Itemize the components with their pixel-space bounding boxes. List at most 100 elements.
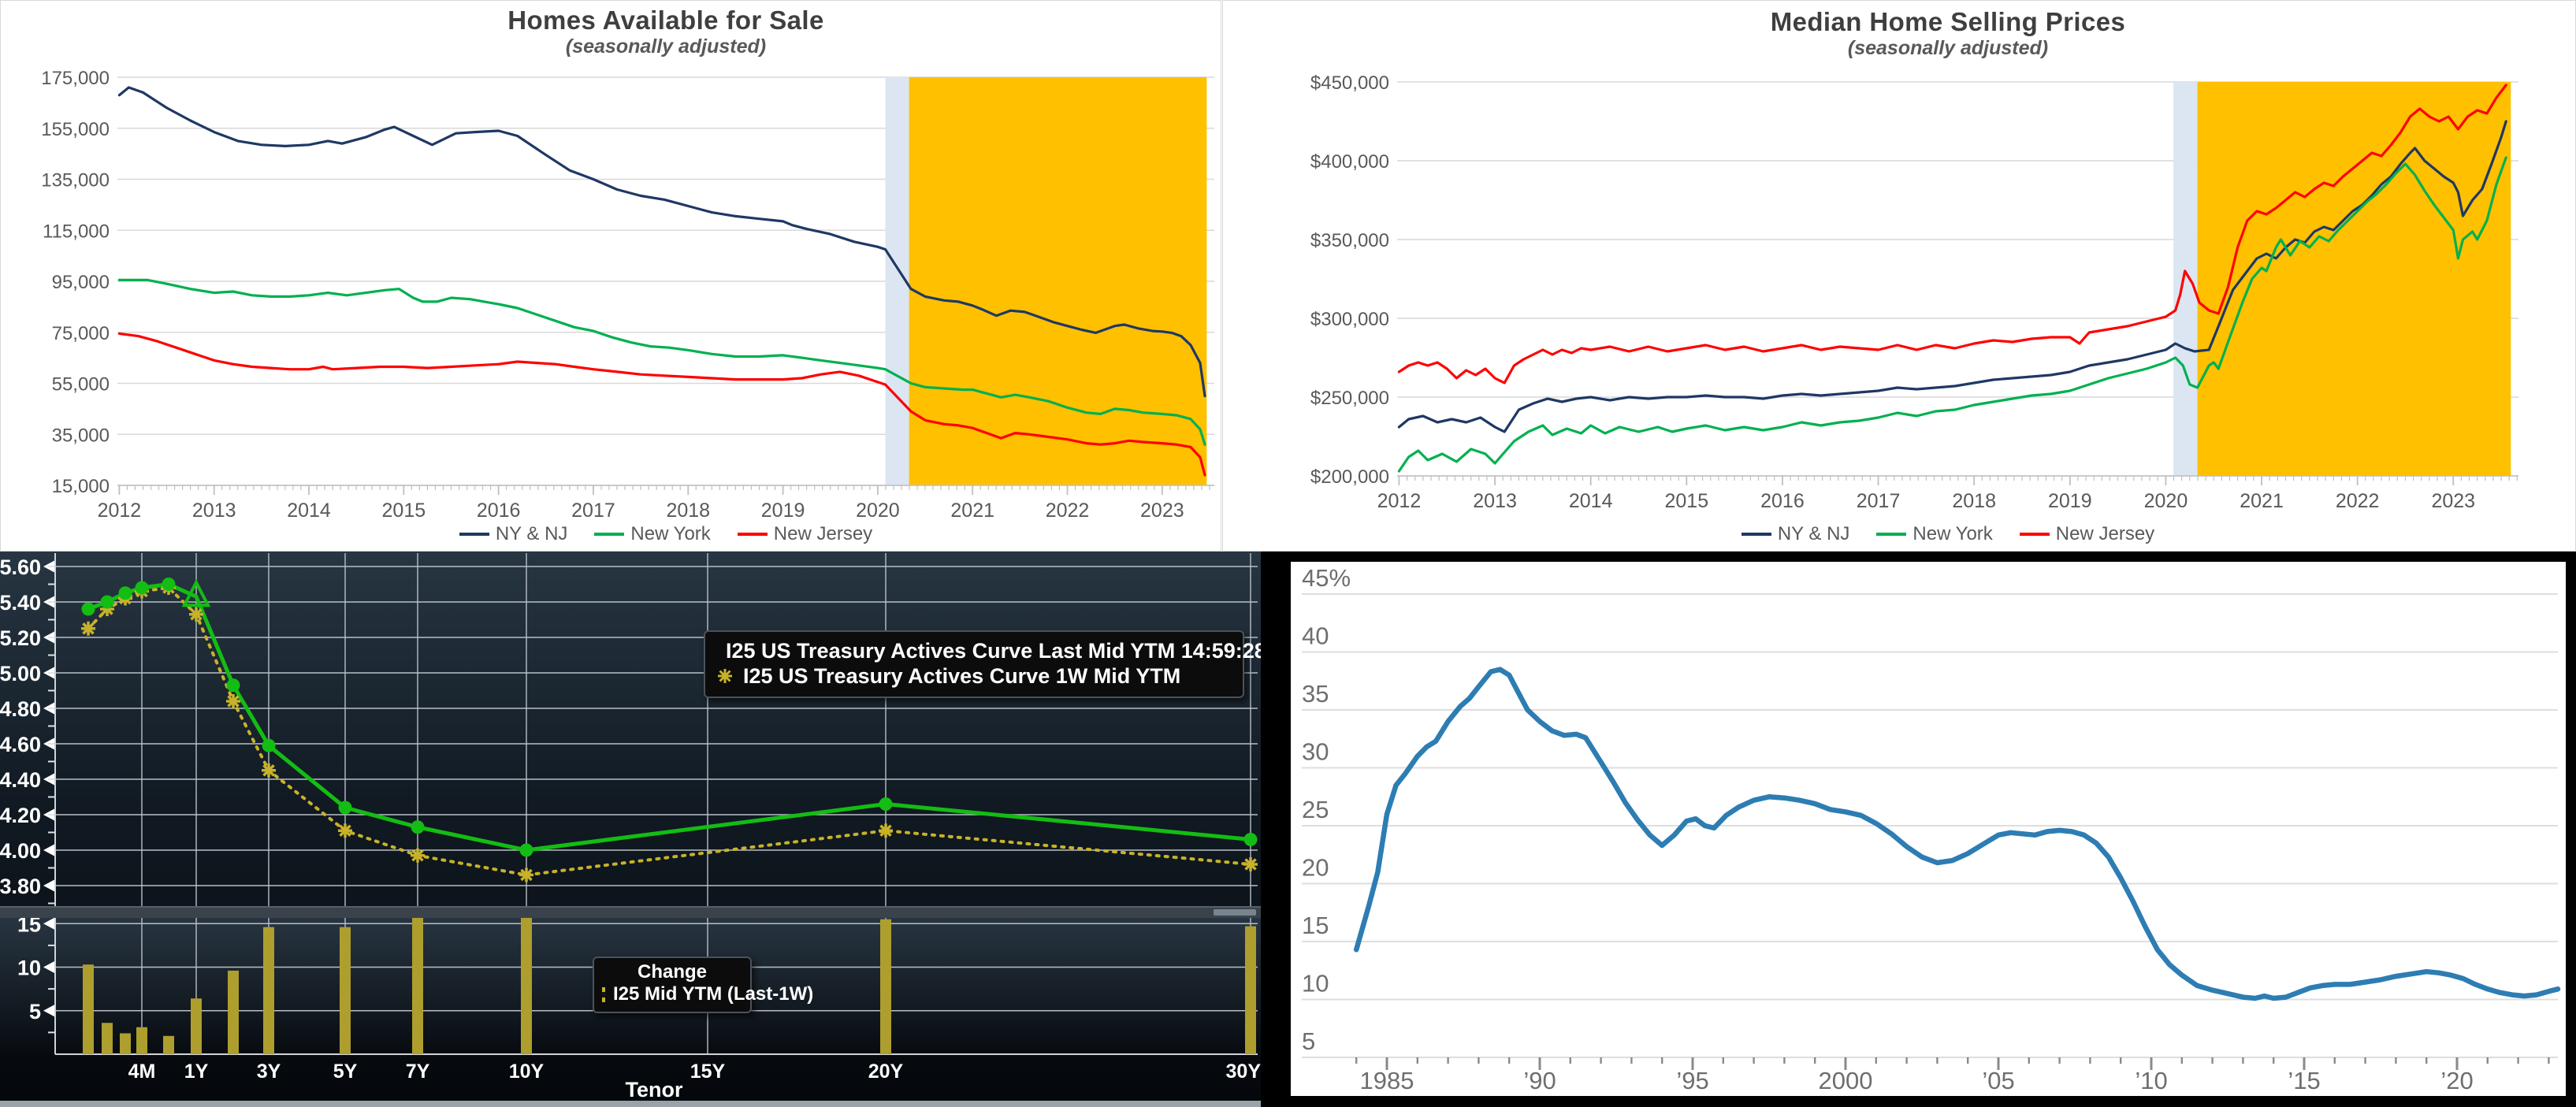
yield-tick-label: 4.00 <box>0 839 41 863</box>
homes-chart-plot: 2012 2013 2014 2015 2016 2017 2018 2019 2020 2021… <box>41 68 1214 522</box>
recession-band <box>2173 82 2198 476</box>
series-new-york <box>1397 156 2507 473</box>
y-tick-label: $250,000 <box>1310 388 1389 409</box>
yield-tick-label: 5.40 <box>0 591 41 615</box>
legend-line-swatch <box>459 533 489 536</box>
tenor-label: 3Y <box>257 1061 281 1083</box>
yield-tick-label: 4.40 <box>0 768 41 792</box>
series-last-mid-ytm <box>87 582 1251 853</box>
asterisk-marker <box>411 848 425 863</box>
x-tick-label: 2016 <box>477 500 521 522</box>
homes_available-graphics: 2012 2013 2014 2015 2016 2017 2018 2019 2020 2021… <box>41 68 1214 522</box>
change-bar-2M <box>102 1023 113 1054</box>
prices-chart-plot: 2012 2013 2014 2015 2016 2017 2018 2019 2020 2021… <box>1310 72 2518 512</box>
change-bar-3M <box>120 1033 131 1054</box>
y-tick-label: 115,000 <box>43 221 110 242</box>
circle-marker <box>879 797 893 811</box>
x-tick-label: 2018 <box>1952 490 1996 512</box>
yield-tick-label: 3.80 <box>0 875 41 898</box>
change-legend-title: Change <box>637 961 707 983</box>
tenor-label: 20Y <box>868 1061 904 1083</box>
legend-item-ny-nj: NY & NJ <box>1741 523 1850 545</box>
circle-marker <box>100 595 114 609</box>
legend-label: NY & NJ <box>1777 523 1850 544</box>
change-bar-2Y <box>228 970 239 1054</box>
treasury-curve-legend: I25 US Treasury Actives Curve Last Mid Y… <box>704 630 1266 698</box>
x-tick-label: 1985 <box>1360 1067 1414 1094</box>
highlight-band <box>909 77 1207 485</box>
change-legend-label: I25 Mid YTM (Last-1W) <box>613 983 814 1005</box>
circle-marker <box>226 678 240 693</box>
series-share <box>1353 667 2561 1001</box>
y-tick-label: 155,000 <box>41 119 110 140</box>
y-tick-label: $350,000 <box>1310 230 1389 251</box>
circle-marker <box>338 801 352 815</box>
yield-tick-label: 5.00 <box>0 662 41 685</box>
tenor-axis-label: Tenor <box>625 1078 683 1101</box>
legend-label: NY & NJ <box>495 523 568 544</box>
x-tick-label: 2019 <box>761 500 805 522</box>
prices-chart-title: Median Home Selling Prices <box>1770 7 2126 36</box>
circle-marker <box>118 586 132 600</box>
series-ny-nj <box>1397 120 2507 433</box>
x-tick-label: 2017 <box>571 500 615 522</box>
homes-chart-legend: NY & NJ New York New Jersey <box>117 523 1214 545</box>
change-bar-30Y <box>1245 926 1256 1054</box>
x-tick-label: 2021 <box>2240 490 2284 512</box>
x-tick-label: 2016 <box>1760 490 1805 512</box>
legend-item-new-jersey: New Jersey <box>737 523 872 545</box>
tenor-label: 7Y <box>406 1061 430 1083</box>
yield-tick-label: 4.80 <box>0 697 41 721</box>
change-bar-4M <box>136 1027 147 1054</box>
axis-arrow <box>43 879 55 892</box>
legend-row-week: I25 US Treasury Actives Curve 1W Mid YTM <box>716 663 1229 689</box>
legend-line-swatch <box>737 533 768 536</box>
highlight-band <box>2197 82 2511 476</box>
asterisk-marker <box>519 867 533 882</box>
change-bar-6M <box>163 1035 174 1054</box>
asterisk-marker <box>1243 857 1258 871</box>
dashed-box-icon <box>602 986 605 1002</box>
circle-marker <box>519 843 533 857</box>
axis-arrow <box>43 844 55 856</box>
x-tick-label: ’10 <box>2135 1067 2167 1094</box>
homes-available-chart-panel: Homes Available for Sale (seasonally adj… <box>0 0 1221 552</box>
series-new-york <box>117 278 1206 446</box>
circle-marker <box>135 581 149 595</box>
legend-week-label: I25 US Treasury Actives Curve 1W Mid YTM <box>743 663 1181 688</box>
change-bars-legend: Change I25 Mid YTM (Last-1W) <box>593 957 813 1013</box>
axis-arrow <box>43 917 55 931</box>
change-bar-1Y <box>191 998 202 1054</box>
prices-chart-legend: NY & NJ New York New Jersey <box>1396 523 2500 545</box>
y-tick-label: $450,000 <box>1310 72 1389 94</box>
y-tick-label: 45% <box>1302 564 1351 592</box>
homes-chart-title: Homes Available for Sale <box>507 6 824 35</box>
legend-label: New Jersey <box>2055 523 2155 544</box>
median-prices-chart-panel: Median Home Selling Prices (seasonally a… <box>1222 0 2576 552</box>
terminal-bottom-strip <box>0 1101 1261 1107</box>
x-tick-label: 2020 <box>2144 490 2188 512</box>
prices-chart-subtitle: (seasonally adjusted) <box>1847 37 2049 59</box>
legend-item-ny-nj: NY & NJ <box>459 523 568 545</box>
y-tick-label: 175,000 <box>41 68 110 89</box>
scrollbar-handle[interactable] <box>1214 909 1256 916</box>
tenor-label: 4M <box>128 1061 156 1083</box>
x-tick-label: ’90 <box>1523 1067 1556 1094</box>
yield-tick-label: 4.20 <box>0 804 41 827</box>
panel-divider-scrollbar[interactable] <box>0 906 1261 918</box>
y-tick-label: 55,000 <box>52 374 110 396</box>
y-tick-label: 35 <box>1302 680 1329 708</box>
legend-item-new-york: New York <box>1876 523 1993 545</box>
x-tick-label: 2023 <box>2431 490 2475 512</box>
pct-graphics: 45% 40 35 30 25 20 15 10 5 1985 ’90 ’95 2000 ’05 ’10 ’1… <box>1302 564 2561 1094</box>
series-new-jersey <box>1397 84 2507 384</box>
legend-line-swatch <box>594 533 625 536</box>
y-tick-label: 5 <box>1302 1027 1315 1055</box>
x-tick-label: 2014 <box>287 500 331 522</box>
x-tick-label: 2015 <box>1664 490 1708 512</box>
change-bar-20Y <box>880 919 891 1054</box>
x-tick-label: 2018 <box>666 500 710 522</box>
circle-marker <box>411 820 425 834</box>
triangle-marker-1y <box>181 578 211 607</box>
y-tick-label: $400,000 <box>1310 151 1389 173</box>
